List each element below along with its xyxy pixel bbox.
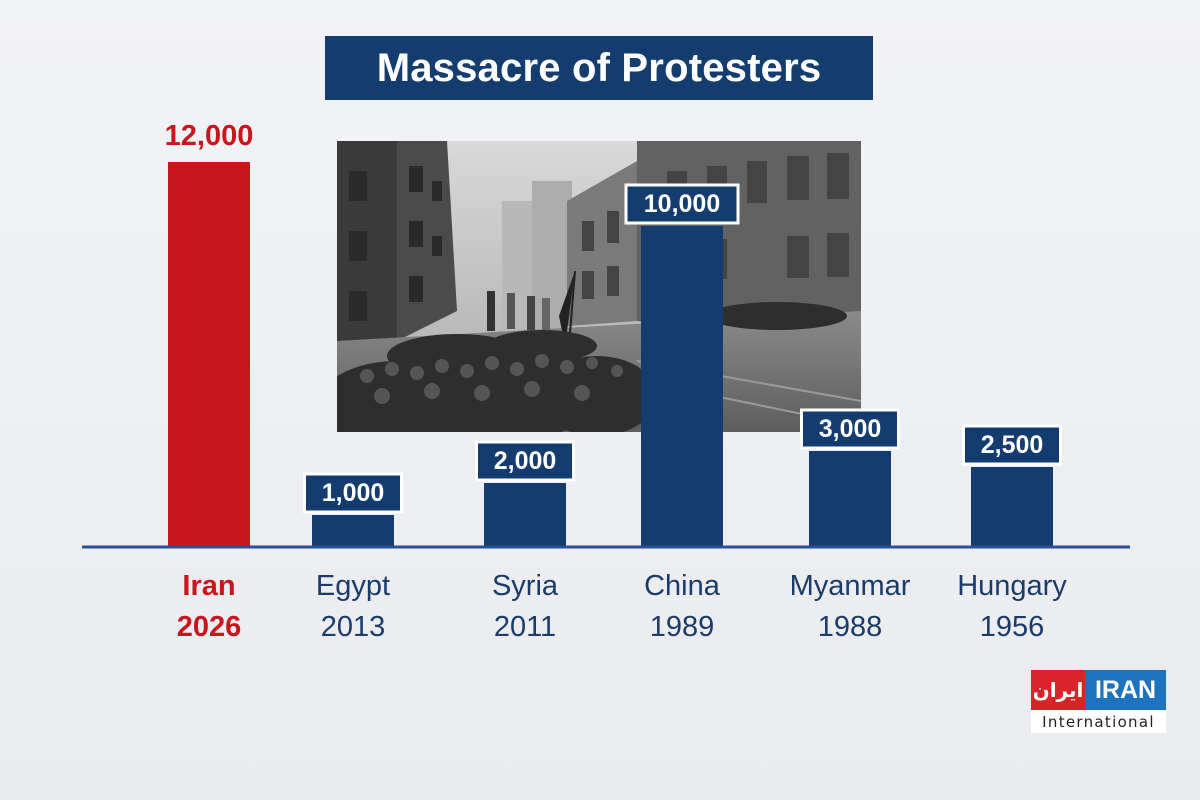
logo-english-text: IRAN [1085, 670, 1166, 710]
value-label-china: 10,000 [644, 190, 720, 218]
value-box-hungary [962, 424, 1062, 466]
bar-china [641, 226, 723, 547]
chart-title: Massacre of Protesters [325, 36, 873, 100]
year-label-hungary: 1956 [980, 611, 1045, 643]
category-label-china: China [644, 570, 721, 602]
value-box-myanmar [800, 408, 900, 450]
bar-myanmar [809, 451, 891, 547]
category-label-myanmar: Myanmar [790, 570, 911, 602]
value-box-syria [475, 440, 575, 482]
value-box-egypt [303, 472, 403, 514]
category-label-syria: Syria [492, 570, 559, 602]
bar-egypt [312, 515, 394, 547]
value-label-hungary: 2,500 [981, 431, 1044, 459]
year-label-egypt: 2013 [321, 611, 386, 643]
value-label-egypt: 1,000 [322, 479, 385, 507]
year-label-iran: 2026 [177, 611, 242, 643]
year-label-syria: 2011 [494, 611, 556, 643]
bar-iran [168, 162, 250, 547]
logo-subtitle: International [1031, 710, 1166, 733]
bar-syria [484, 483, 566, 547]
category-label-egypt: Egypt [316, 570, 390, 602]
value-label-myanmar: 3,000 [819, 415, 882, 443]
value-label-iran: 12,000 [165, 120, 254, 152]
year-label-china: 1989 [650, 611, 715, 643]
value-box-china [624, 183, 740, 225]
category-label-iran: Iran [182, 570, 235, 602]
value-label-syria: 2,000 [494, 447, 557, 475]
logo-farsi-text: ایران [1031, 670, 1085, 710]
protest-crowd-photo [337, 141, 861, 432]
bar-hungary [971, 467, 1053, 547]
year-label-myanmar: 1988 [818, 611, 883, 643]
iran-international-logo: ایران IRAN International [1031, 670, 1166, 733]
category-label-hungary: Hungary [957, 570, 1067, 602]
